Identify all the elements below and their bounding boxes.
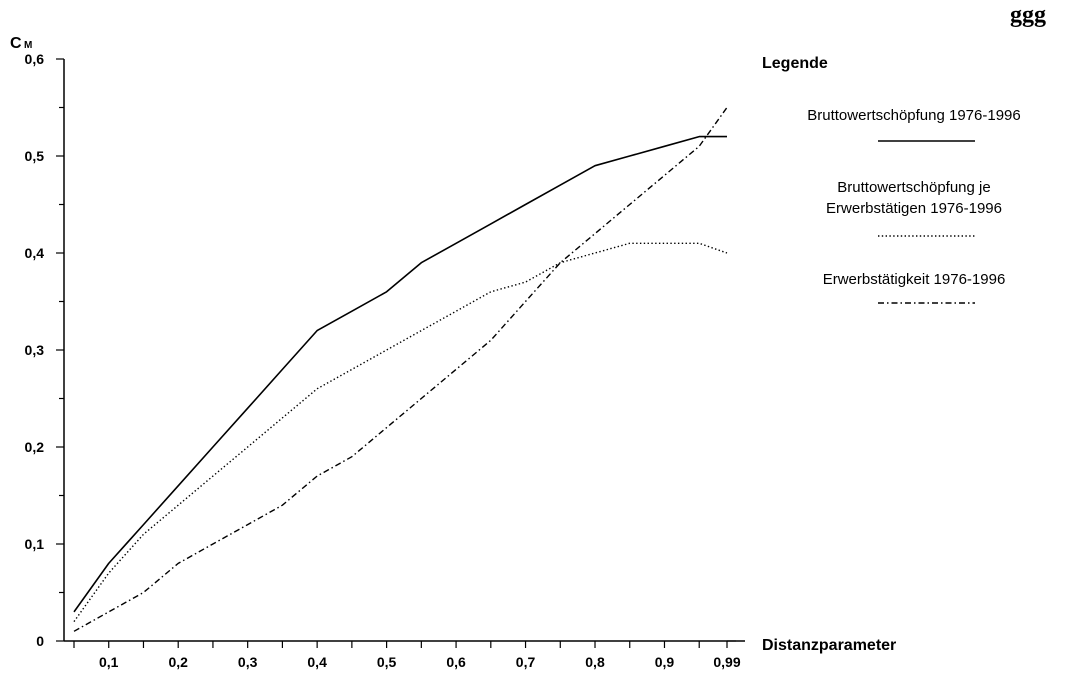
x-axis-ticks: 0,1 0,2 0,3 0,4 0,5 0,6 0,7 0,8 0,9 0,99 (73, 640, 741, 670)
x-tick-label: 0,4 (307, 654, 327, 670)
y-axis-ticks: 0 0,1 0,2 0,3 0,4 0,5 0,6 (25, 51, 64, 649)
y-tick-label: 0,2 (25, 439, 45, 455)
y-tick-label: 0,6 (25, 51, 45, 67)
x-tick-label: 0,7 (516, 654, 536, 670)
series-line-3 (73, 107, 728, 632)
x-tick-label: 0,5 (377, 654, 397, 670)
top-text-fragment: ggg (1010, 2, 1046, 28)
x-tick-label: 0,8 (585, 654, 605, 670)
y-tick-label: 0,1 (25, 536, 45, 552)
y-tick-label: 0,5 (25, 148, 45, 164)
x-tick-label: 0,3 (238, 654, 258, 670)
series-line-2 (73, 242, 728, 623)
y-tick-label: 0,4 (25, 245, 45, 261)
y-tick-label: 0 (36, 633, 44, 649)
series-line-1 (73, 135, 727, 613)
legend-label: Erwerbstätigen 1976-1996 (826, 200, 1002, 217)
legend-label: Bruttowertschöpfung 1976-1996 (807, 107, 1020, 124)
y-tick-label: 0,3 (25, 342, 45, 358)
x-tick-label: 0,9 (655, 654, 675, 670)
x-tick-label: 0,1 (99, 654, 119, 670)
data-series (73, 107, 728, 632)
y-axis-title-main: C (10, 35, 22, 52)
y-axis-title-sub: M (24, 40, 32, 51)
legend-title: Legende (762, 55, 828, 72)
y-axis-title: C M (10, 35, 32, 52)
x-tick-label: 0,6 (446, 654, 466, 670)
legend-label: Erwerbstätigkeit 1976-1996 (823, 271, 1006, 288)
x-tick-label: 0,99 (713, 654, 740, 670)
x-axis-title: Distanzparameter (762, 637, 896, 654)
legend: Legende Bruttowertschöpfung 1976-1996 Bru… (762, 55, 1021, 304)
legend-label: Bruttowertschöpfung je (837, 179, 990, 196)
x-tick-label: 0,2 (168, 654, 188, 670)
